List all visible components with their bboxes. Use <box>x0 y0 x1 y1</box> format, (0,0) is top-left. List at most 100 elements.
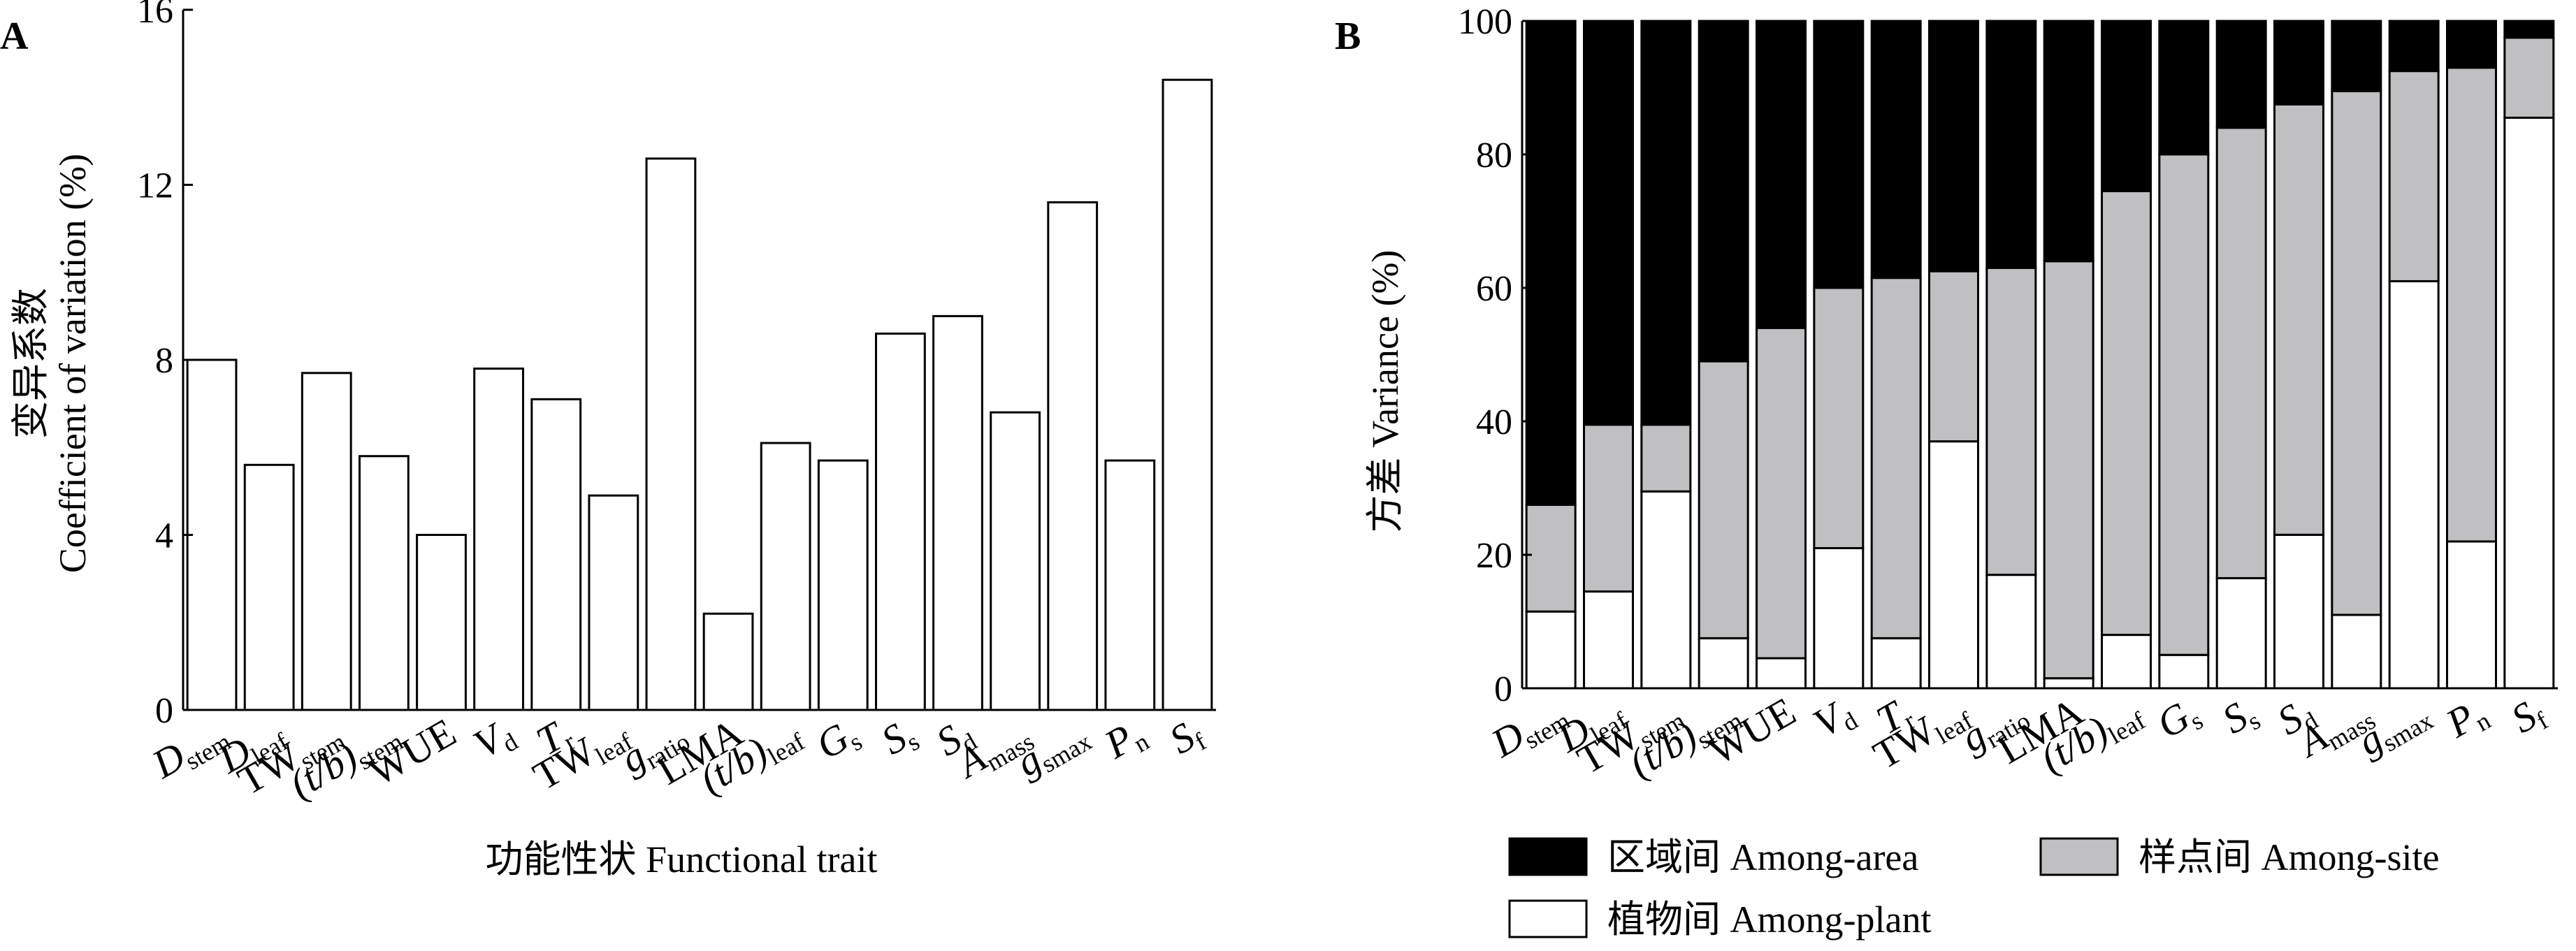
bar-b-area-13 <box>2273 20 2324 106</box>
legend-swatch-among-area <box>1508 837 1588 876</box>
bar-a-16 <box>1104 459 1156 711</box>
bar-b-site-10 <box>2101 190 2152 637</box>
panel-b-bars <box>1525 20 2555 690</box>
bar-b-area-15 <box>2388 20 2440 73</box>
bar-b-site-0 <box>1525 503 1577 613</box>
bar-b-plant-15 <box>2388 280 2440 690</box>
bar-a-11 <box>817 459 869 711</box>
legend: 区域间 Among-area 样点间 Among-site 植物间 Among-… <box>1508 836 2439 941</box>
bar-a-15 <box>1047 201 1099 711</box>
bar-b-site-16 <box>2446 66 2497 543</box>
panel-b-tick-base-3: (t/b) <box>1621 712 1705 786</box>
legend-swatch-among-site <box>2039 837 2119 876</box>
bar-a-6 <box>530 398 582 711</box>
panel-a-ylabel-cn: 变异系数 <box>10 288 52 439</box>
bar-b-site-8 <box>1985 266 2037 576</box>
panel-a-ylabel-en: Coefficient of variation (%) <box>52 154 94 573</box>
panel-a-tick-base-4: WUE <box>361 709 463 794</box>
legend-label-among-plant: 植物间 Among-plant <box>1607 899 1931 941</box>
bar-a-4 <box>416 534 467 711</box>
panel-b-ytick-label-5: 100 <box>1458 2 1512 42</box>
panel-a-tick-sub-15: smax <box>1036 727 1097 778</box>
legend-swatch-among-plant <box>1508 899 1588 938</box>
bar-b-area-8 <box>1985 20 2037 269</box>
bar-b-area-9 <box>2043 20 2094 263</box>
panel-a-tick-base-3: (t/b) <box>282 733 365 807</box>
bar-a-7 <box>588 494 639 711</box>
bar-b-plant-4 <box>1756 657 1807 690</box>
panel-b-ytick-label-3: 60 <box>1476 269 1512 309</box>
panel-a-y-ticks: 0 4 8 12 16 <box>137 0 193 731</box>
panel-b-tick-sub-15: smax <box>2378 706 2438 757</box>
bar-b-area-2 <box>1640 20 1692 426</box>
bar-b-site-2 <box>1640 423 1692 493</box>
bar-b-area-6 <box>1870 20 1922 280</box>
bar-b-plant-9 <box>2043 677 2094 690</box>
legend-label-among-site: 样点间 Among-site <box>2139 836 2439 878</box>
panel-a-tick-label-4: WUE <box>361 709 463 794</box>
panel-a-tick-label-16: Pn <box>1097 709 1154 771</box>
bar-b-area-11 <box>2158 20 2210 156</box>
bar-b-plant-11 <box>2158 653 2210 690</box>
panel-a-label: A <box>0 15 29 58</box>
bar-b-plant-8 <box>1985 574 2037 690</box>
panel-a-ytick-label-1: 4 <box>155 516 173 556</box>
bar-b-plant-12 <box>2215 576 2267 690</box>
panel-a-xlabel: 功能性状 Functional trait <box>486 839 878 880</box>
bar-b-area-14 <box>2331 20 2382 92</box>
bar-b-plant-5 <box>1813 546 1865 690</box>
panel-b: B 0 20 40 60 80 100 DstemDleafTWstem(t/b)stem… <box>1335 2 2558 941</box>
bar-b-site-14 <box>2331 89 2382 616</box>
legend-label-among-area: 区域间 Among-area <box>1607 836 1918 878</box>
bar-b-plant-6 <box>1870 637 1922 690</box>
bar-a-14 <box>990 411 1041 711</box>
bar-b-plant-3 <box>1698 637 1749 690</box>
bar-b-plant-13 <box>2273 533 2324 690</box>
panel-a-tick-label-17: Sf <box>1162 709 1211 766</box>
bar-a-12 <box>874 332 926 711</box>
bar-b-area-5 <box>1813 20 1865 289</box>
bar-b-area-7 <box>1928 20 1979 273</box>
panel-a-ytick-label-2: 8 <box>155 341 173 381</box>
bar-a-9 <box>702 612 754 711</box>
panel-b-tick-label-4: WUE <box>1700 688 1803 774</box>
bar-b-area-16 <box>2446 20 2497 69</box>
panel-b-tick-base-4: WUE <box>1700 688 1803 774</box>
panel-a-ytick-label-4: 16 <box>137 0 173 31</box>
bar-b-area-1 <box>1583 20 1634 426</box>
panel-b-ylabel: 方差 Variance (%) <box>1364 250 1406 533</box>
bar-a-10 <box>760 442 811 711</box>
bar-b-site-5 <box>1813 286 1865 549</box>
panel-b-ytick-label-4: 80 <box>1476 136 1512 175</box>
panel-a-ytick-label-3: 12 <box>137 166 173 206</box>
bar-b-site-3 <box>1698 360 1749 639</box>
bar-b-area-10 <box>2101 20 2152 193</box>
bar-a-17 <box>1162 78 1213 711</box>
bar-b-area-17 <box>2503 20 2555 39</box>
bar-b-site-6 <box>1870 277 1922 639</box>
panel-b-y-ticks: 0 20 40 60 80 100 <box>1458 2 1532 709</box>
panel-b-tick-label-16: Pn <box>2438 688 2495 750</box>
bar-b-area-3 <box>1698 20 1749 363</box>
bar-b-site-13 <box>2273 103 2324 536</box>
panel-a-tick-label-11: Gs <box>809 709 867 771</box>
bar-a-8 <box>645 157 697 711</box>
panel-b-ytick-label-2: 40 <box>1476 402 1512 442</box>
bar-a-5 <box>473 368 525 711</box>
bar-a-2 <box>301 372 352 711</box>
bar-b-site-4 <box>1756 326 1807 660</box>
panel-b-tick-label-15: gsmax <box>2350 688 2438 767</box>
panel-b-tick-label-11: Gs <box>2149 688 2207 750</box>
bar-b-site-1 <box>1583 423 1634 593</box>
panel-a-tick-label-12: Ss <box>874 709 924 767</box>
bar-b-plant-17 <box>2503 116 2555 690</box>
bar-b-plant-14 <box>2331 614 2382 690</box>
bar-b-plant-7 <box>1928 440 1979 690</box>
bar-b-site-11 <box>2158 153 2210 656</box>
panel-b-label: B <box>1335 15 1361 58</box>
panel-b-ytick-label-1: 20 <box>1476 536 1512 576</box>
bar-b-plant-10 <box>2101 634 2152 690</box>
